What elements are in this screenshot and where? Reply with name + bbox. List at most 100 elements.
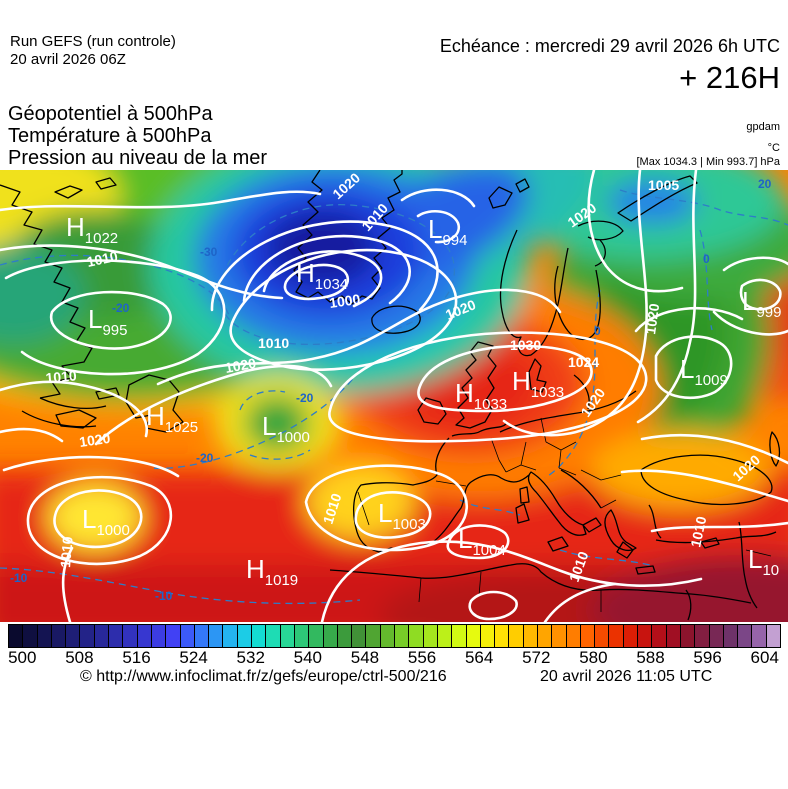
pressure-center-label: H1025 bbox=[146, 401, 198, 436]
colorbar-tick: 596 bbox=[693, 648, 722, 667]
colorbar-cell bbox=[166, 625, 181, 647]
colorbar-cell bbox=[123, 625, 138, 647]
temperature-label: 20 bbox=[758, 177, 772, 191]
isobar-label: 1024 bbox=[568, 354, 599, 370]
colorbar-cell bbox=[537, 625, 553, 647]
pressure-center-label: L1003 bbox=[378, 498, 426, 533]
unit-celsius: °C bbox=[767, 142, 780, 154]
temperature-label: -10 bbox=[10, 571, 28, 585]
map-area: H1022 L995 H1034 L994 H1025 L1000 H1033 H1033 L1… bbox=[0, 170, 788, 622]
temperature-label: -20 bbox=[196, 451, 214, 465]
colorbar-tick: 500 bbox=[8, 648, 37, 667]
isobar-label: 1020 bbox=[224, 355, 258, 376]
generation-timestamp: 20 avril 2026 11:05 UTC bbox=[540, 668, 713, 685]
colorbar-tick: 604 bbox=[750, 648, 779, 667]
unit-gpdam: gpdam bbox=[746, 121, 780, 133]
isobar-label: 1010 bbox=[85, 248, 119, 270]
colorbar-cell bbox=[652, 625, 667, 647]
colorbar-cell bbox=[80, 625, 95, 647]
isobar-label: 1000 bbox=[328, 291, 361, 311]
colorbar-cell bbox=[709, 625, 724, 647]
colorbar-tick: 540 bbox=[293, 648, 323, 667]
layer-title-pressure: Pression au niveau de la mer bbox=[8, 147, 268, 169]
colorbar-cell bbox=[566, 625, 581, 647]
colorbar bbox=[8, 624, 781, 648]
colorbar-cell bbox=[366, 625, 381, 647]
colorbar-cell bbox=[109, 625, 124, 647]
colorbar-cell bbox=[223, 625, 238, 647]
pressure-center-label: L1000 bbox=[262, 411, 310, 446]
isobar-label: 1010 bbox=[57, 536, 76, 569]
colorbar-cell bbox=[380, 625, 396, 647]
pressure-center-label: L994 bbox=[428, 214, 468, 249]
colorbar-cell bbox=[337, 625, 353, 647]
colorbar-cell bbox=[595, 625, 610, 647]
colorbar-cell bbox=[280, 625, 295, 647]
colorbar-cell bbox=[766, 625, 781, 647]
colorbar-cell bbox=[237, 625, 253, 647]
colorbar-cell bbox=[37, 625, 52, 647]
colorbar-tick: 548 bbox=[350, 648, 380, 667]
colorbar-cell bbox=[495, 625, 510, 647]
temperature-label: -20 bbox=[296, 391, 314, 405]
isobar-label: 1020 bbox=[78, 430, 111, 450]
colorbar-cell bbox=[680, 625, 696, 647]
pressure-center-label: L1004 bbox=[458, 524, 506, 559]
colorbar-tick: 516 bbox=[122, 648, 151, 667]
colorbar-cell bbox=[151, 625, 167, 647]
colorbar-cell bbox=[723, 625, 739, 647]
pressure-center-label: L995 bbox=[88, 304, 128, 339]
pressure-center-label: H1033 bbox=[512, 366, 564, 401]
colorbar-tick: 588 bbox=[636, 648, 665, 667]
isobar-label: 1020 bbox=[642, 302, 662, 335]
temperature-label: -30 bbox=[200, 245, 218, 259]
colorbar-cell bbox=[609, 625, 624, 647]
forecast-hour-label: + 216H bbox=[679, 60, 780, 95]
colorbar-cell bbox=[51, 625, 67, 647]
isobar-label: 1030 bbox=[510, 337, 541, 353]
colorbar-cell bbox=[294, 625, 310, 647]
pressure-center-label: L1009 bbox=[680, 354, 728, 389]
colorbar-cell bbox=[695, 625, 710, 647]
colorbar-cell bbox=[209, 625, 224, 647]
colorbar-cell bbox=[409, 625, 424, 647]
colorbar-tick: 508 bbox=[65, 648, 94, 667]
colorbar-cell bbox=[509, 625, 524, 647]
colorbar-cell bbox=[323, 625, 338, 647]
colorbar-cell bbox=[194, 625, 210, 647]
colorbar-tick: 572 bbox=[522, 648, 551, 667]
colorbar-cell bbox=[466, 625, 481, 647]
colorbar-tick: 556 bbox=[407, 648, 437, 667]
temperature-contours-layer bbox=[0, 189, 788, 605]
colorbar-tick: 524 bbox=[179, 648, 208, 667]
colorbar-tick: 532 bbox=[236, 648, 265, 667]
layer-title-temperature: Température à 500hPa bbox=[8, 125, 212, 147]
colorbar-cell bbox=[623, 625, 639, 647]
isobar-label: 1010 bbox=[45, 367, 78, 386]
colorbar-cell bbox=[480, 625, 496, 647]
pressure-center-label: H1034 bbox=[296, 258, 348, 293]
pressure-center-label: H1033 bbox=[455, 378, 507, 413]
colorbar-cell bbox=[309, 625, 324, 647]
colorbar-cell bbox=[580, 625, 596, 647]
colorbar-cell bbox=[552, 625, 567, 647]
colorbar-cell bbox=[94, 625, 110, 647]
temperature-label: 0 bbox=[703, 252, 710, 266]
colorbar-cell bbox=[266, 625, 281, 647]
temperature-label: -20 bbox=[112, 301, 130, 315]
colorbar-cell bbox=[666, 625, 681, 647]
colorbar-cell bbox=[252, 625, 267, 647]
colorbar-cell bbox=[9, 625, 24, 647]
colorbar-cell bbox=[352, 625, 367, 647]
pressure-center-label: L1000 bbox=[82, 504, 130, 539]
colorbar-cell bbox=[452, 625, 467, 647]
colorbar-cell bbox=[66, 625, 81, 647]
pressure-center-label: H1022 bbox=[66, 212, 118, 247]
colorbar-cell bbox=[523, 625, 538, 647]
pressure-center-label: H1019 bbox=[246, 554, 298, 589]
colorbar-cell bbox=[395, 625, 410, 647]
colorbar-cell bbox=[423, 625, 438, 647]
colorbar-cell bbox=[437, 625, 453, 647]
